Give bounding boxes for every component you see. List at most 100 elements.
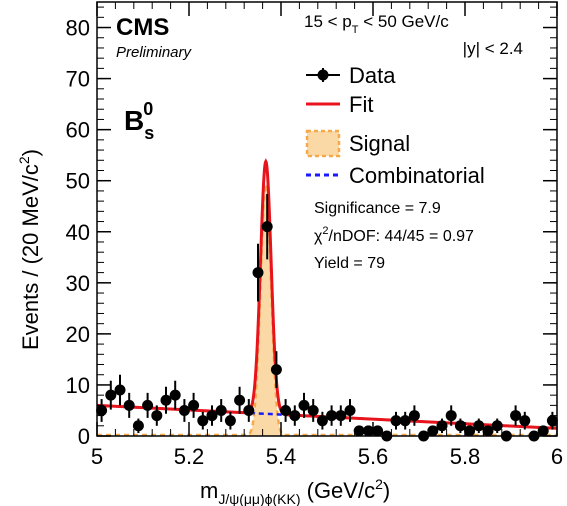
data-point [160,386,172,414]
significance-label: Significance = 7.9 [314,200,441,217]
x-tick-label: 5.8 [450,444,481,469]
data-marker [261,221,273,233]
x-label-unit-close: ) [383,478,390,503]
chi2-sup: 2 [322,225,328,237]
data-point [408,405,420,426]
data-marker [96,404,108,416]
data-marker [326,410,338,422]
data-marker [372,425,384,437]
data-marker [160,394,172,406]
data-point [510,405,522,426]
data-point [436,418,448,434]
data-point [362,425,374,437]
data-marker [224,415,236,427]
x-label-sub: J/ψ(μμ)ϕ(KK) [218,491,300,506]
data-marker [546,415,558,427]
data-point [197,411,209,430]
data-marker [316,415,328,427]
data-marker [473,420,485,432]
data-point [427,425,439,437]
y-tick-label: 50 [66,169,90,194]
data-point [261,193,273,260]
y-tick-label: 20 [66,322,90,347]
plot-area [96,158,558,442]
legend-combinatorial-label: Combinatorial [349,163,485,188]
data-marker [454,420,466,432]
data-marker [114,384,126,396]
axis-ticks [96,2,558,437]
data-point [132,418,144,434]
data-point [151,405,163,426]
legend-data-label: Data [349,63,396,88]
data-point [252,243,264,302]
data-point [307,399,319,422]
data-marker [252,267,264,279]
data-marker [362,425,374,437]
data-point [546,411,558,430]
data-marker [215,404,227,416]
data-marker [464,425,476,437]
y-label-text: Events / (20 MeV/c [18,164,43,350]
data-marker [344,404,356,416]
y-tick-label: 30 [66,271,90,296]
data-point [353,425,365,437]
data-point [114,374,126,406]
data-point [454,418,466,434]
data-marker [335,410,347,422]
status-label: Preliminary [116,44,193,61]
data-point [473,418,485,434]
legend-data-swatch [306,68,340,82]
data-point [280,399,292,422]
data-marker [197,415,209,427]
data-point [316,411,328,430]
particle-label: Bs 0 [124,99,154,143]
data-point [335,405,347,426]
experiment-label: CMS [116,14,169,41]
data-marker [234,394,246,406]
data-point [178,399,190,422]
data-marker [408,410,420,422]
chi2-symbol: χ [314,228,323,245]
data-marker [491,420,503,432]
data-marker [519,415,531,427]
pt-right: < 50 GeV/c [358,12,449,31]
yield-label: Yield = 79 [314,255,385,272]
pt-left: 15 < p [304,12,352,31]
data-marker [445,410,457,422]
data-point [372,425,384,437]
data-marker [436,420,448,432]
data-point [215,399,227,422]
data-marker [482,425,494,437]
data-marker [243,404,255,416]
data-point [188,392,200,418]
particle-base: B [124,105,144,136]
y-tick-label: 80 [66,16,90,41]
data-point [344,399,356,422]
plot-frame [96,1,558,437]
data-marker [270,364,282,376]
data-point [234,386,246,414]
y-tick-label: 70 [66,67,90,92]
data-marker [132,420,144,432]
data-point [519,411,531,430]
data-point [270,351,282,389]
signal-curve [97,183,557,437]
x-label-unit-sup: 2 [375,476,383,492]
data-point [482,425,494,437]
data-point [491,418,503,434]
data-marker [206,410,218,422]
x-tick-label: 5.2 [174,444,205,469]
y-tick-label: 60 [66,118,90,143]
data-marker [353,425,365,437]
legend-signal-label: Signal [349,131,410,156]
particle-sub: s [144,123,154,143]
data-point [224,411,236,430]
data-point [206,405,218,426]
data-point [464,425,476,437]
y-tick-label: 10 [66,373,90,398]
x-axis-label: mJ/ψ(μμ)ϕ(KK) (GeV/c2) [200,476,390,506]
pt-sub: T [352,24,359,36]
data-marker [151,410,163,422]
y-axis-label: Events / (20 MeV/c2) [16,149,43,350]
legend-signal-swatch [305,129,341,158]
